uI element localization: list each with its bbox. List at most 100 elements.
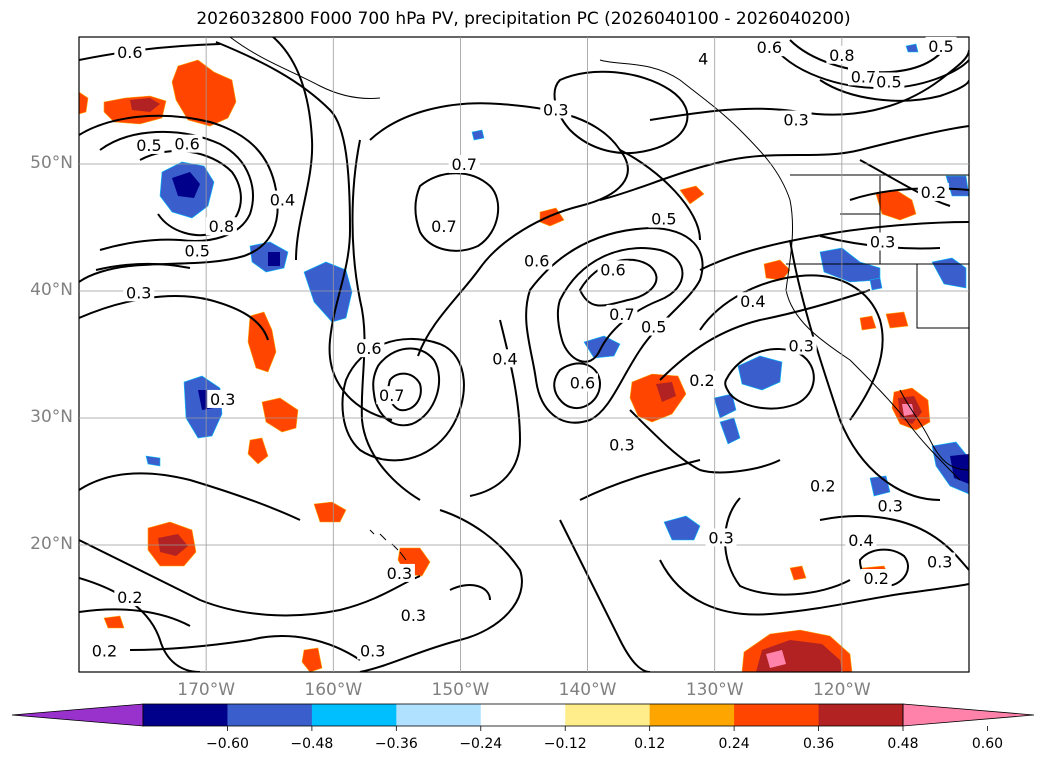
contour-label-bg: [807, 476, 839, 495]
contour-label: 0.7: [609, 305, 634, 324]
precip-blob: [789, 565, 807, 581]
contour-label: 0.6: [117, 43, 142, 62]
precip-blob: [301, 647, 323, 672]
contour-line: [369, 102, 629, 357]
contour-line: [553, 70, 689, 154]
contour-line: [79, 577, 201, 672]
precip-blob: [763, 259, 791, 281]
contour-label: 0.8: [829, 46, 854, 65]
contour-label: 0.5: [641, 318, 666, 337]
contour-label: 0.5: [185, 241, 210, 260]
contour-label-bg: [353, 339, 385, 358]
contour-label-bg: [597, 260, 629, 279]
precip-blob: [247, 437, 269, 465]
contour-label: 0.3: [788, 337, 813, 356]
contour-label-bg: [606, 304, 638, 323]
contour-label-bg: [205, 217, 237, 236]
contour-label: 0.2: [863, 569, 888, 588]
contour-line: [579, 459, 701, 501]
precip-blob: [303, 261, 353, 323]
contour-label-bg: [860, 569, 892, 588]
colorbar-tick-label: −0.24: [459, 736, 503, 752]
contour-label-bg: [114, 588, 146, 607]
contour-line: [79, 295, 269, 341]
contour-label: 0.2: [117, 588, 142, 607]
contour-line: [553, 362, 601, 409]
contour-label-bg: [705, 528, 737, 547]
colorbar-tick-label: 0.36: [802, 736, 835, 752]
contour-label: 0.3: [927, 553, 952, 572]
contour-label: 0.5: [876, 72, 901, 91]
contour-line: [659, 559, 969, 616]
contour-label: 0.6: [356, 339, 381, 358]
chart-title: 2026032800 F000 700 hPa PV, precipitatio…: [196, 9, 851, 29]
lon-tick-label: 140°W: [558, 680, 617, 700]
precip-blob: [539, 207, 565, 227]
contour-label-bg: [123, 283, 155, 302]
contour-label: 0.6: [524, 252, 549, 271]
contour-label: 0.5: [928, 37, 953, 56]
contour-label-bg: [114, 43, 146, 62]
contour-line: [449, 584, 491, 601]
contour-label: 0.7: [379, 386, 404, 405]
contour-label-bg: [648, 209, 680, 228]
lat-tick-label: 40°N: [30, 280, 73, 300]
contour-line: [789, 39, 951, 74]
contour-line: [79, 539, 421, 617]
lon-tick-label: 150°W: [431, 680, 490, 700]
lon-tick-label: 120°W: [812, 680, 871, 700]
precip-blob: [885, 311, 909, 329]
contour-line: [469, 319, 521, 497]
precip-blob: [471, 129, 485, 141]
contour-label-bg: [376, 386, 408, 405]
contour-label: 0.6: [570, 373, 595, 392]
contour-line: [341, 337, 465, 462]
precip-core: [268, 252, 280, 266]
colorbar-swatch: [649, 704, 735, 726]
contour-label: 0.2: [92, 641, 117, 660]
contour-line: [699, 221, 969, 271]
contour-label: 0.4: [740, 292, 765, 311]
precip-core: [656, 382, 676, 402]
contour-label: 0.3: [360, 641, 385, 660]
contour-labels: 0.6 0.5 0.6 0.8 0.4 0.5 0.3 0.7 0.7 0.3 0.6 0.5 0.6 0…: [88, 36, 957, 660]
contour-line: [819, 515, 969, 571]
contour-label: 0.2: [810, 476, 835, 495]
precip-blob: [663, 515, 701, 541]
contour-line: [525, 227, 704, 424]
contour-label-bg: [826, 45, 858, 64]
contour-line: [79, 114, 279, 283]
precip-blob: [869, 277, 883, 291]
contour-label-bg: [924, 552, 956, 571]
precip-blob: [869, 475, 891, 497]
colorbar: [11, 703, 1035, 731]
contour-line: [649, 49, 969, 121]
precip-blob: [629, 373, 687, 423]
pv-contours: [79, 37, 969, 672]
coastline: [599, 59, 961, 481]
contour-line: [629, 409, 781, 474]
contour-line: [95, 262, 191, 271]
contour-label: 0.4: [270, 191, 295, 210]
contour-line: [659, 289, 871, 381]
contour-label: 0.3: [387, 564, 412, 583]
colorbar-swatch: [480, 704, 566, 726]
contour-line: [859, 159, 951, 207]
precip-blob: [905, 43, 919, 53]
border-line: [786, 174, 969, 329]
colorbar-extend-max: [902, 703, 1035, 727]
precip-blob: [79, 91, 89, 115]
contour-label-bg: [780, 110, 812, 129]
contour-label-bg: [171, 134, 203, 153]
contour-label: 0.7: [431, 217, 456, 236]
precip-blob: [737, 355, 783, 391]
contour-line: [79, 472, 301, 521]
colorbar-swatch: [143, 704, 228, 726]
precipitation-shading: [79, 43, 969, 672]
contour-label: 0.4: [848, 531, 873, 550]
contour-line: [556, 247, 684, 363]
contour-label-bg: [540, 100, 572, 119]
precip-peak: [902, 404, 914, 416]
contour-label-bg: [753, 38, 785, 57]
precip-blob: [261, 397, 299, 433]
